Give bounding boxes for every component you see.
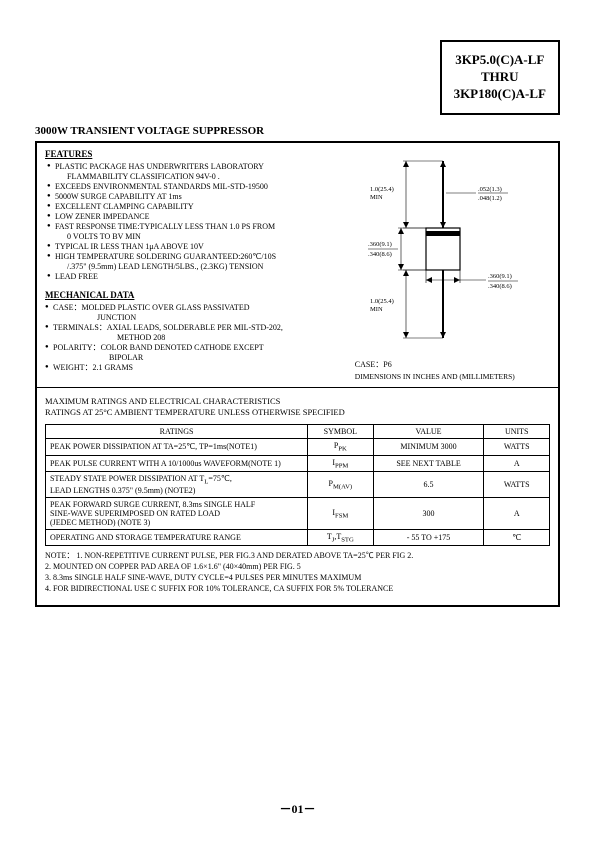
- table-header-row: RATINGS SYMBOL VALUE UNITS: [46, 425, 550, 439]
- notes-label: NOTE：: [45, 551, 74, 560]
- mech-terminals: TERMINALS：AXIAL LEADS, SOLDERABLE PER MI…: [45, 323, 341, 343]
- th-units: UNITS: [484, 425, 550, 439]
- svg-text:.360(9.1): .360(9.1): [488, 273, 512, 280]
- notes-block: NOTE： 1. NON-REPETITIVE CURRENT PULSE, P…: [45, 551, 550, 594]
- package-diagram: 1.0(25.4) MIN .052(1.3) .048(1.2) .360(9…: [368, 153, 538, 353]
- svg-text:.340(8.6): .340(8.6): [368, 251, 392, 258]
- feature-item: LOW ZENER IMPEDANCE: [47, 212, 341, 222]
- outer-frame: FEATURES PLASTIC PACKAGE HAS UNDERWRITER…: [35, 141, 560, 607]
- page-title: 3000W TRANSIENT VOLTAGE SUPPRESSOR: [35, 125, 560, 137]
- page-number: －01－: [279, 800, 315, 817]
- ratings-table: RATINGS SYMBOL VALUE UNITS PEAK POWER DI…: [45, 424, 550, 546]
- note-4: 4. FOR BIDIRECTIONAL USE C SUFFIX FOR 10…: [45, 584, 550, 595]
- mech-weight: WEIGHT：2.1 GRAMS: [45, 363, 341, 373]
- note-2: 2. MOUNTED ON COPPER PAD AREA OF 1.6×1.6…: [45, 562, 550, 573]
- feature-item: FAST RESPONSE TIME:TYPICALLY LESS THAN 1…: [47, 222, 341, 242]
- part-line3: 3KP180(C)A-LF: [454, 86, 546, 103]
- ratings-header: MAXIMUM RATINGS AND ELECTRICAL CHARACTER…: [45, 396, 550, 418]
- table-row: PEAK FORWARD SURGE CURRENT, 8.3ms SINGLE…: [46, 497, 550, 529]
- features-heading: FEATURES: [45, 149, 341, 159]
- table-row: STEADY STATE POWER DISSIPATION AT TL=75℃…: [46, 472, 550, 498]
- note-1: 1. NON-REPETITIVE CURRENT PULSE, PER FIG…: [76, 551, 413, 560]
- table-row: PEAK POWER DISSIPATION AT TA=25℃, TP=1ms…: [46, 439, 550, 456]
- svg-text:MIN: MIN: [370, 306, 383, 313]
- mech-case: CASE：MOLDED PLASTIC OVER GLASS PASSIVATE…: [45, 303, 341, 323]
- note-3: 3. 8.3ms SINGLE HALF SINE-WAVE, DUTY CYC…: [45, 573, 550, 584]
- feature-item: 5000W SURGE CAPABILITY AT 1ms: [47, 192, 341, 202]
- mechanical-heading: MECHANICAL DATA: [45, 290, 341, 300]
- feature-item: HIGH TEMPERATURE SOLDERING GUARANTEED:26…: [47, 252, 341, 272]
- feature-item: TYPICAL IR LESS THAN 1μA ABOVE 10V: [47, 242, 341, 252]
- svg-text:MIN: MIN: [370, 194, 383, 201]
- features-column: FEATURES PLASTIC PACKAGE HAS UNDERWRITER…: [37, 143, 349, 387]
- svg-text:.360(9.1): .360(9.1): [368, 241, 392, 248]
- mech-polarity: POLARITY：COLOR BAND DENOTED CATHODE EXCE…: [45, 343, 341, 363]
- svg-text:1.0(25.4): 1.0(25.4): [370, 298, 394, 305]
- feature-item: LEAD FREE: [47, 272, 341, 282]
- part-number-box: 3KP5.0(C)A-LF THRU 3KP180(C)A-LF: [440, 40, 560, 115]
- part-line1: 3KP5.0(C)A-LF: [454, 52, 546, 69]
- svg-text:.052(1.3): .052(1.3): [478, 186, 502, 193]
- feature-item: EXCELLENT CLAMPING CAPABILITY: [47, 202, 341, 212]
- feature-item: PLASTIC PACKAGE HAS UNDERWRITERS LABORAT…: [47, 162, 341, 182]
- table-row: OPERATING AND STORAGE TEMPERATURE RANGET…: [46, 529, 550, 546]
- th-ratings: RATINGS: [46, 425, 308, 439]
- part-line2: THRU: [454, 69, 546, 86]
- dim-top: 1.0(25.4): [370, 186, 394, 193]
- features-list: PLASTIC PACKAGE HAS UNDERWRITERS LABORAT…: [45, 162, 341, 282]
- svg-text:.340(8.6): .340(8.6): [488, 283, 512, 290]
- table-row: PEAK PULSE CURRENT WITH A 10/1000us WAVE…: [46, 455, 550, 472]
- svg-text:.048(1.2): .048(1.2): [478, 195, 502, 202]
- diagram-column: 1.0(25.4) MIN .052(1.3) .048(1.2) .360(9…: [349, 143, 558, 387]
- feature-item: EXCEEDS ENVIRONMENTAL STANDARDS MIL-STD-…: [47, 182, 341, 192]
- case-label: CASE：P6: [355, 359, 552, 370]
- top-section: FEATURES PLASTIC PACKAGE HAS UNDERWRITER…: [37, 143, 558, 388]
- th-value: VALUE: [373, 425, 484, 439]
- dimensions-label: DIMENSIONS IN INCHES AND (MILLIMETERS): [355, 372, 552, 381]
- th-symbol: SYMBOL: [308, 425, 374, 439]
- ratings-section: MAXIMUM RATINGS AND ELECTRICAL CHARACTER…: [37, 388, 558, 605]
